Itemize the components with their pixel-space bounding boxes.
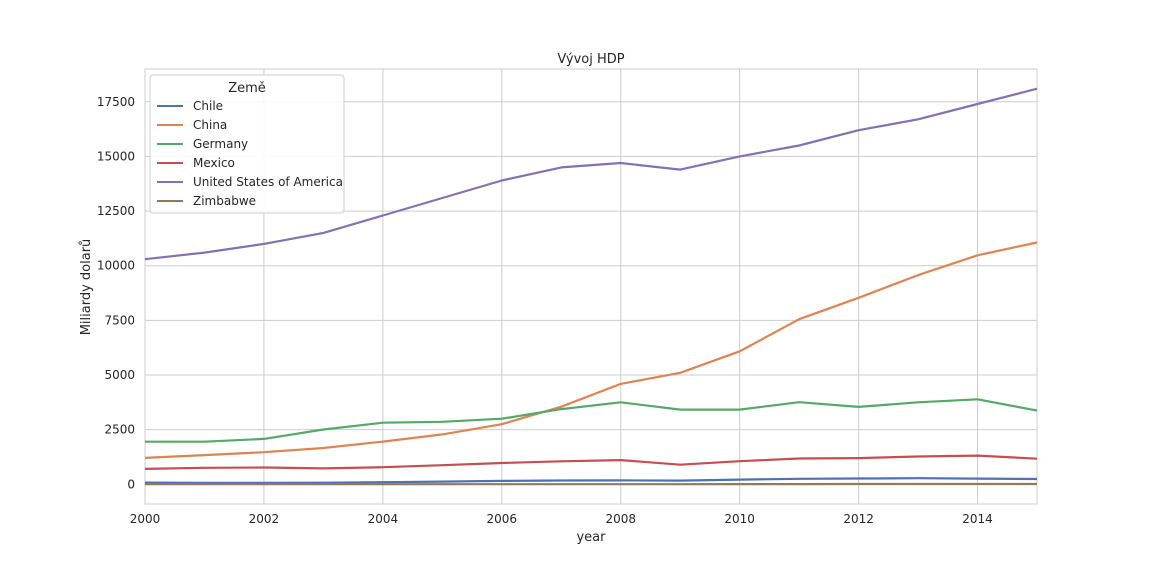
legend-box	[149, 74, 345, 214]
y-tick-label: 15000	[97, 149, 135, 163]
x-tick-labels: 2000 2002 2004 2006 2008 2010 2012 2014	[130, 512, 993, 526]
y-tick-labels: 0 2500 5000 7500 10000 12500 15000 17500	[97, 95, 135, 492]
y-tick-label: 0	[127, 477, 135, 491]
y-tick-label: 5000	[104, 368, 135, 382]
series-line-mexico	[144, 454, 1038, 470]
x-axis-label: year	[576, 530, 606, 545]
legend-label-mexico: Mexico	[193, 156, 235, 170]
series-lines	[144, 87, 1038, 486]
y-tick-label: 7500	[104, 313, 135, 327]
x-tick-label: 2014	[962, 512, 993, 526]
legend-label-zimbabwe: Zimbabwe	[193, 194, 256, 208]
legend: Země Chile China Germany Mexico United State…	[149, 74, 345, 214]
legend-items: Chile China Germany Mexico United States of …	[157, 99, 343, 208]
series-line-chile	[144, 477, 1038, 484]
legend-label-chile: Chile	[193, 99, 223, 113]
y-axis-label: Miliardy dolarů	[79, 239, 94, 336]
plot-frame	[144, 68, 1038, 505]
series-line-united-states-of-america	[144, 87, 1038, 261]
legend-label-united-states-of-america: United States of America	[193, 175, 343, 189]
y-tick-label: 12500	[97, 204, 135, 218]
series-line-china	[144, 241, 1038, 459]
x-tick-label: 2000	[130, 512, 161, 526]
x-tick-label: 2004	[368, 512, 399, 526]
series-line-germany	[145, 398, 1038, 443]
y-tick-label: 2500	[104, 423, 135, 437]
x-tick-label: 2010	[724, 512, 755, 526]
legend-label-china: China	[193, 118, 227, 132]
legend-label-germany: Germany	[193, 137, 248, 151]
chart-title: Vývoj HDP	[557, 52, 624, 67]
legend-title: Země	[228, 81, 266, 96]
y-tick-label: 17500	[97, 95, 135, 109]
x-tick-label: 2012	[843, 512, 874, 526]
x-tick-label: 2008	[605, 512, 636, 526]
y-tick-label: 10000	[97, 259, 135, 273]
x-tick-label: 2002	[249, 512, 280, 526]
x-tick-label: 2006	[487, 512, 518, 526]
